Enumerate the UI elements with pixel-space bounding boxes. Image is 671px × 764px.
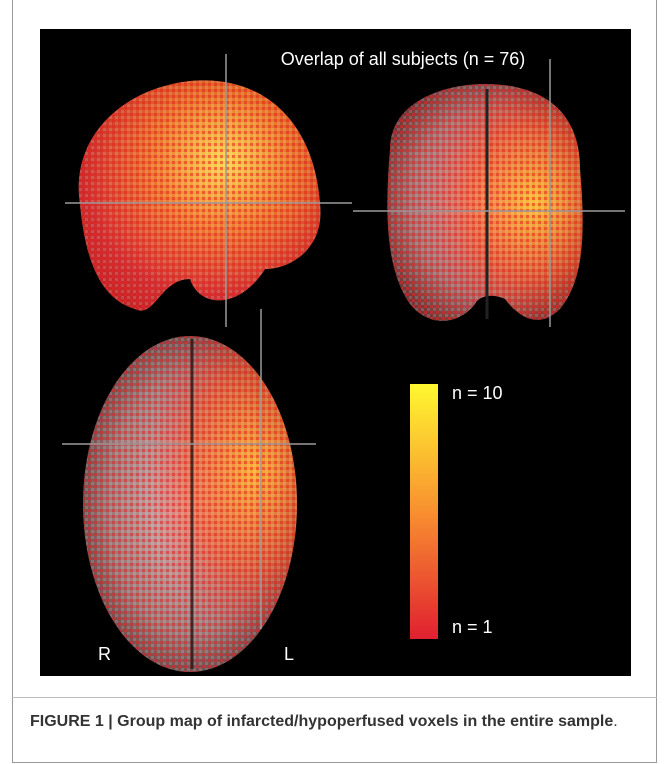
orientation-right: L xyxy=(284,644,294,664)
figure-panel: Overlap of all subjects (n = 76) n = 10 … xyxy=(40,29,631,676)
axial-slice xyxy=(62,309,316,672)
sagittal-slice xyxy=(65,54,352,327)
figure-title: Overlap of all subjects (n = 76) xyxy=(281,49,526,69)
caption: FIGURE 1 | Group map of infarcted/hypope… xyxy=(30,710,640,734)
colorbar xyxy=(410,384,438,639)
orientation-left: R xyxy=(98,644,111,664)
colorbar-top-label: n = 10 xyxy=(452,383,503,403)
coronal-slice xyxy=(353,59,625,327)
colorbar-bottom-label: n = 1 xyxy=(452,617,493,637)
figure-frame xyxy=(12,0,657,763)
caption-end: . xyxy=(613,713,618,730)
separator xyxy=(12,697,657,698)
caption-text: FIGURE 1 | Group map of infarcted/hypope… xyxy=(30,713,614,730)
